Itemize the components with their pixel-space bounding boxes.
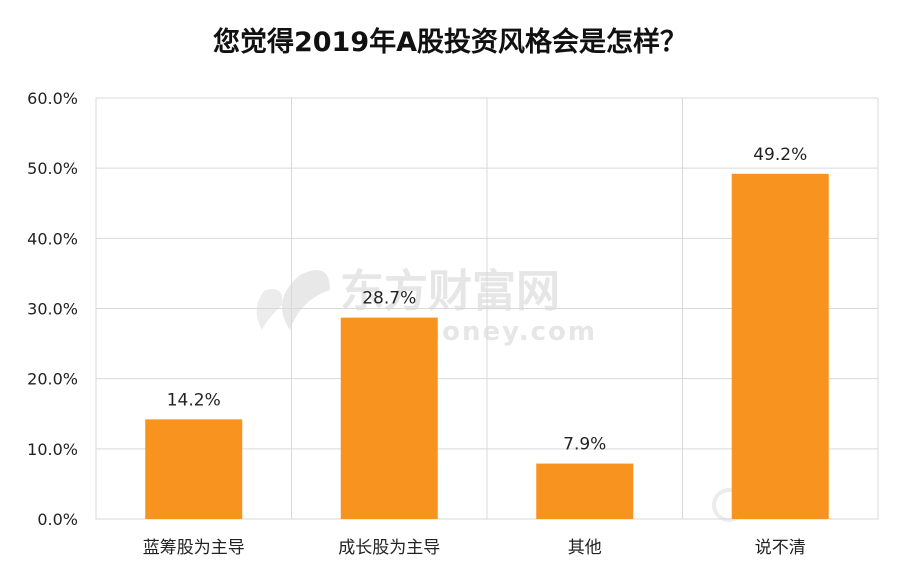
x-tick-label: 说不清 [755, 538, 806, 558]
bars [145, 173, 829, 519]
data-label: 14.2% [167, 390, 221, 410]
y-tick-label: 40.0% [27, 229, 78, 248]
x-tick-label: 蓝筹股为主导 [143, 538, 245, 558]
data-label: 7.9% [563, 435, 606, 455]
bar [340, 317, 438, 519]
bar [731, 173, 829, 519]
x-tick-label: 成长股为主导 [338, 538, 440, 558]
y-tick-label: 30.0% [27, 300, 78, 319]
data-label: 49.2% [753, 145, 807, 165]
y-tick-label: 60.0% [27, 89, 78, 108]
y-axis: 0.0% 10.0% 20.0% 30.0% 40.0% 50.0% 60.0% [27, 89, 78, 529]
bar [536, 463, 634, 519]
watermark-logo-icon [256, 270, 330, 330]
chart-title: 您觉得2019年A股投资风格会是怎样？ [212, 27, 688, 58]
watermark: 东方财富网 eastmoney.com 经济 [256, 266, 809, 522]
x-tick-label: 其他 [568, 538, 602, 558]
x-axis: 蓝筹股为主导 成长股为主导 其他 说不清 [143, 538, 806, 558]
y-tick-label: 0.0% [37, 510, 78, 529]
y-tick-label: 20.0% [27, 370, 78, 389]
data-label: 28.7% [362, 289, 416, 309]
bar [145, 419, 243, 519]
data-labels: 14.2% 28.7% 7.9% 49.2% [167, 145, 808, 455]
y-tick-label: 10.0% [27, 440, 78, 459]
y-tick-label: 50.0% [27, 159, 78, 178]
